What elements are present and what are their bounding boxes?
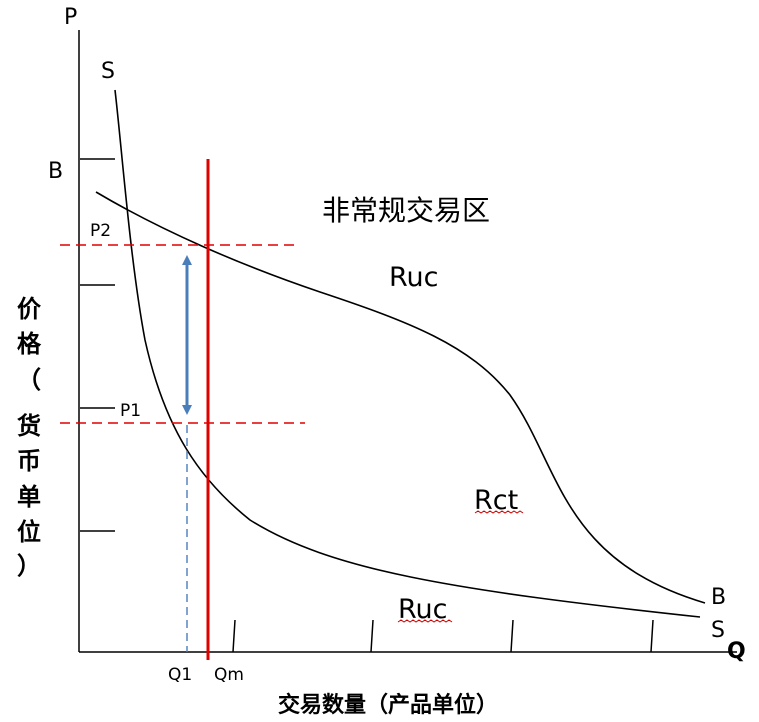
y-title-char: 货	[17, 412, 41, 440]
supply-start-label: S	[101, 59, 115, 84]
supply-curve	[114, 89, 701, 618]
y-axis-title: 价 格 （ 货 币 单 位 ）	[17, 295, 42, 580]
y-title-char: 位	[17, 518, 41, 546]
y-title-char: 格	[17, 330, 42, 358]
demand-end-label: B	[711, 585, 726, 610]
y-axis-letter: P	[64, 5, 77, 30]
y-title-char: （	[17, 366, 41, 394]
q1-label: Q1	[168, 665, 192, 685]
x-tick	[370, 619, 374, 653]
y-title-char: 币	[17, 447, 41, 475]
p2-label: P2	[90, 221, 111, 241]
x-axis-title: 交易数量（产品单位）	[278, 692, 498, 718]
region-lower-label: Ruc	[398, 594, 448, 625]
spellcheck-underline	[397, 619, 453, 623]
spellcheck-underline	[474, 510, 524, 514]
qm-label: Qm	[214, 665, 244, 685]
x-axis-letter: Q	[727, 639, 746, 664]
y-title-char: 单	[17, 483, 41, 511]
region-upper-label: Ruc	[389, 262, 439, 293]
p1-label: P1	[120, 401, 141, 421]
y-title-char: 价	[17, 295, 42, 323]
y-title-char: ）	[17, 552, 41, 580]
region-title: 非常规交易区	[322, 194, 490, 227]
x-tick	[232, 619, 236, 653]
x-tick	[650, 619, 654, 653]
x-tick	[510, 619, 514, 653]
supply-end-label: S	[711, 618, 725, 643]
demand-start-label: B	[48, 159, 63, 184]
